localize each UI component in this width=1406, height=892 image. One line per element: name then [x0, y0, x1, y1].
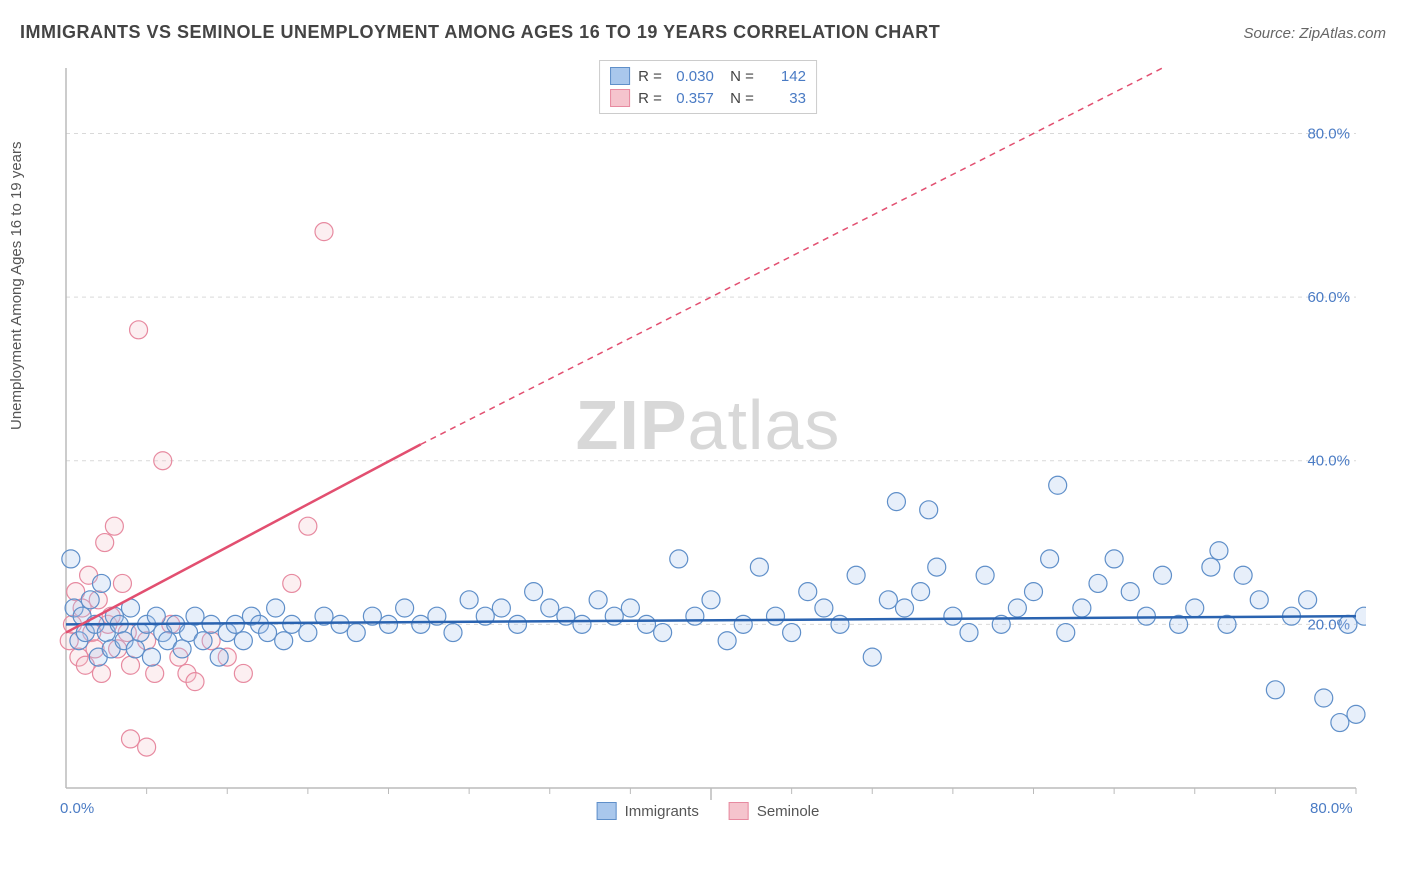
legend-swatch-seminole — [729, 802, 749, 820]
legend-n-symbol: N = — [722, 68, 754, 85]
legend-n-value-seminole: 33 — [762, 90, 806, 107]
legend-n-value-immigrants: 142 — [762, 68, 806, 85]
legend-swatch-seminole — [610, 89, 630, 107]
legend-label-seminole: Seminole — [757, 803, 820, 820]
legend-swatch-immigrants — [597, 802, 617, 820]
legend-r-value-immigrants: 0.030 — [670, 68, 714, 85]
legend-item-seminole: Seminole — [729, 802, 820, 820]
legend-swatch-immigrants — [610, 67, 630, 85]
series-legend: Immigrants Seminole — [597, 802, 820, 820]
legend-r-value-seminole: 0.357 — [670, 90, 714, 107]
legend-r-symbol: R = — [638, 90, 662, 107]
header: IMMIGRANTS VS SEMINOLE UNEMPLOYMENT AMON… — [20, 22, 1386, 43]
chart-title: IMMIGRANTS VS SEMINOLE UNEMPLOYMENT AMON… — [20, 22, 940, 43]
x-axis-origin-label: 0.0% — [60, 800, 94, 817]
legend-r-symbol: R = — [638, 68, 662, 85]
legend-item-immigrants: Immigrants — [597, 802, 699, 820]
y-axis-label: Unemployment Among Ages 16 to 19 years — [8, 141, 25, 430]
source-attribution: Source: ZipAtlas.com — [1243, 25, 1386, 42]
x-axis-max-label: 80.0% — [1310, 800, 1353, 817]
svg-text:80.0%: 80.0% — [1307, 125, 1350, 142]
legend-n-symbol: N = — [722, 90, 754, 107]
scatter-chart-svg: 20.0%40.0%60.0%80.0% — [50, 60, 1366, 820]
legend-row-seminole: R = 0.357 N = 33 — [610, 87, 806, 109]
legend-label-immigrants: Immigrants — [625, 803, 699, 820]
legend-row-immigrants: R = 0.030 N = 142 — [610, 65, 806, 87]
svg-text:40.0%: 40.0% — [1307, 453, 1350, 470]
svg-text:60.0%: 60.0% — [1307, 289, 1350, 306]
correlation-legend: R = 0.030 N = 142 R = 0.357 N = 33 — [599, 60, 817, 114]
chart-area: ZIPatlas 20.0%40.0%60.0%80.0% R = 0.030 … — [50, 60, 1366, 820]
